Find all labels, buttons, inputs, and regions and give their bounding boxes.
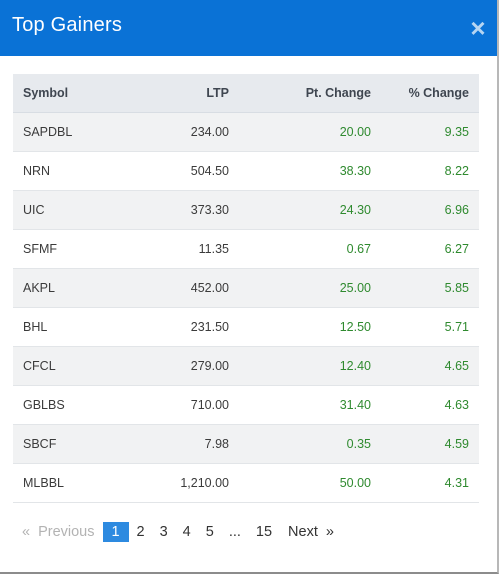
gainers-table: Symbol LTP Pt. Change % Change SAPDBL 23…	[13, 74, 479, 503]
page-ellipsis: ...	[228, 524, 241, 540]
pct-change-cell: 8.22	[381, 151, 479, 191]
page-button-2[interactable]: 2	[136, 524, 145, 540]
pct-change-cell: 9.35	[381, 112, 479, 152]
ltp-cell: 279.00	[129, 346, 239, 386]
table-row: UIC 373.30 24.30 6.96	[13, 190, 479, 230]
pt-change-cell: 12.40	[239, 346, 381, 386]
double-chevron-right-icon: »	[325, 524, 334, 540]
pt-change-cell: 31.40	[239, 385, 381, 425]
symbol-cell: SAPDBL	[13, 112, 129, 152]
ltp-cell: 231.50	[129, 307, 239, 347]
symbol-cell: CFCL	[13, 346, 129, 386]
page-button-5[interactable]: 5	[205, 524, 214, 540]
ltp-cell: 452.00	[129, 268, 239, 308]
pt-change-cell: 25.00	[239, 268, 381, 308]
pct-change-cell: 5.71	[381, 307, 479, 347]
ltp-cell: 504.50	[129, 151, 239, 191]
pct-change-cell: 6.96	[381, 190, 479, 230]
pt-change-cell: 0.67	[239, 229, 381, 269]
page-button-3[interactable]: 3	[159, 524, 168, 540]
table-header-row: Symbol LTP Pt. Change % Change	[13, 74, 479, 113]
pagination: « Previous 1 2 3 4 5 ... 15 Next »	[22, 522, 479, 542]
modal-title: Top Gainers	[12, 14, 123, 36]
symbol-cell: MLBBL	[13, 463, 129, 503]
ltp-cell: 7.98	[129, 424, 239, 464]
pct-change-cell: 4.63	[381, 385, 479, 425]
double-chevron-left-icon: «	[22, 524, 31, 540]
table-row: BHL 231.50 12.50 5.71	[13, 307, 479, 347]
pt-change-cell: 24.30	[239, 190, 381, 230]
pct-change-cell: 4.59	[381, 424, 479, 464]
symbol-cell: NRN	[13, 151, 129, 191]
next-page-button[interactable]: Next »	[288, 524, 334, 540]
pct-change-cell: 4.65	[381, 346, 479, 386]
table-row: GBLBS 710.00 31.40 4.63	[13, 385, 479, 425]
pct-change-cell: 6.27	[381, 229, 479, 269]
pt-change-cell: 20.00	[239, 112, 381, 152]
symbol-cell: UIC	[13, 190, 129, 230]
symbol-cell: AKPL	[13, 268, 129, 308]
page-button-1[interactable]: 1	[102, 522, 129, 542]
symbol-cell: SBCF	[13, 424, 129, 464]
table-row: NRN 504.50 38.30 8.22	[13, 151, 479, 191]
previous-page-button[interactable]: « Previous	[22, 524, 95, 540]
symbol-cell: GBLBS	[13, 385, 129, 425]
pt-change-cell: 12.50	[239, 307, 381, 347]
table-row: CFCL 279.00 12.40 4.65	[13, 346, 479, 386]
pt-change-cell: 38.30	[239, 151, 381, 191]
next-label: Next	[288, 524, 318, 540]
pt-change-cell: 0.35	[239, 424, 381, 464]
pt-change-cell: 50.00	[239, 463, 381, 503]
symbol-cell: SFMF	[13, 229, 129, 269]
ltp-cell: 234.00	[129, 112, 239, 152]
ltp-cell: 11.35	[129, 229, 239, 269]
ltp-cell: 710.00	[129, 385, 239, 425]
column-header-pct-change[interactable]: % Change	[381, 74, 479, 113]
column-header-ltp[interactable]: LTP	[129, 74, 239, 113]
table-row: SAPDBL 234.00 20.00 9.35	[13, 112, 479, 152]
pct-change-cell: 4.31	[381, 463, 479, 503]
table-row: SFMF 11.35 0.67 6.27	[13, 229, 479, 269]
table-row: SBCF 7.98 0.35 4.59	[13, 424, 479, 464]
page-button-4[interactable]: 4	[182, 524, 191, 540]
modal-body: Symbol LTP Pt. Change % Change SAPDBL 23…	[0, 56, 497, 542]
column-header-symbol[interactable]: Symbol	[13, 74, 129, 113]
table-row: MLBBL 1,210.00 50.00 4.31	[13, 463, 479, 503]
modal-header: Top Gainers ×	[0, 0, 497, 56]
previous-label: Previous	[38, 524, 95, 540]
column-header-pt-change[interactable]: Pt. Change	[239, 74, 381, 113]
close-button[interactable]: ×	[470, 13, 486, 43]
ltp-cell: 373.30	[129, 190, 239, 230]
symbol-cell: BHL	[13, 307, 129, 347]
table-row: AKPL 452.00 25.00 5.85	[13, 268, 479, 308]
pct-change-cell: 5.85	[381, 268, 479, 308]
ltp-cell: 1,210.00	[129, 463, 239, 503]
page-button-15[interactable]: 15	[255, 524, 273, 540]
